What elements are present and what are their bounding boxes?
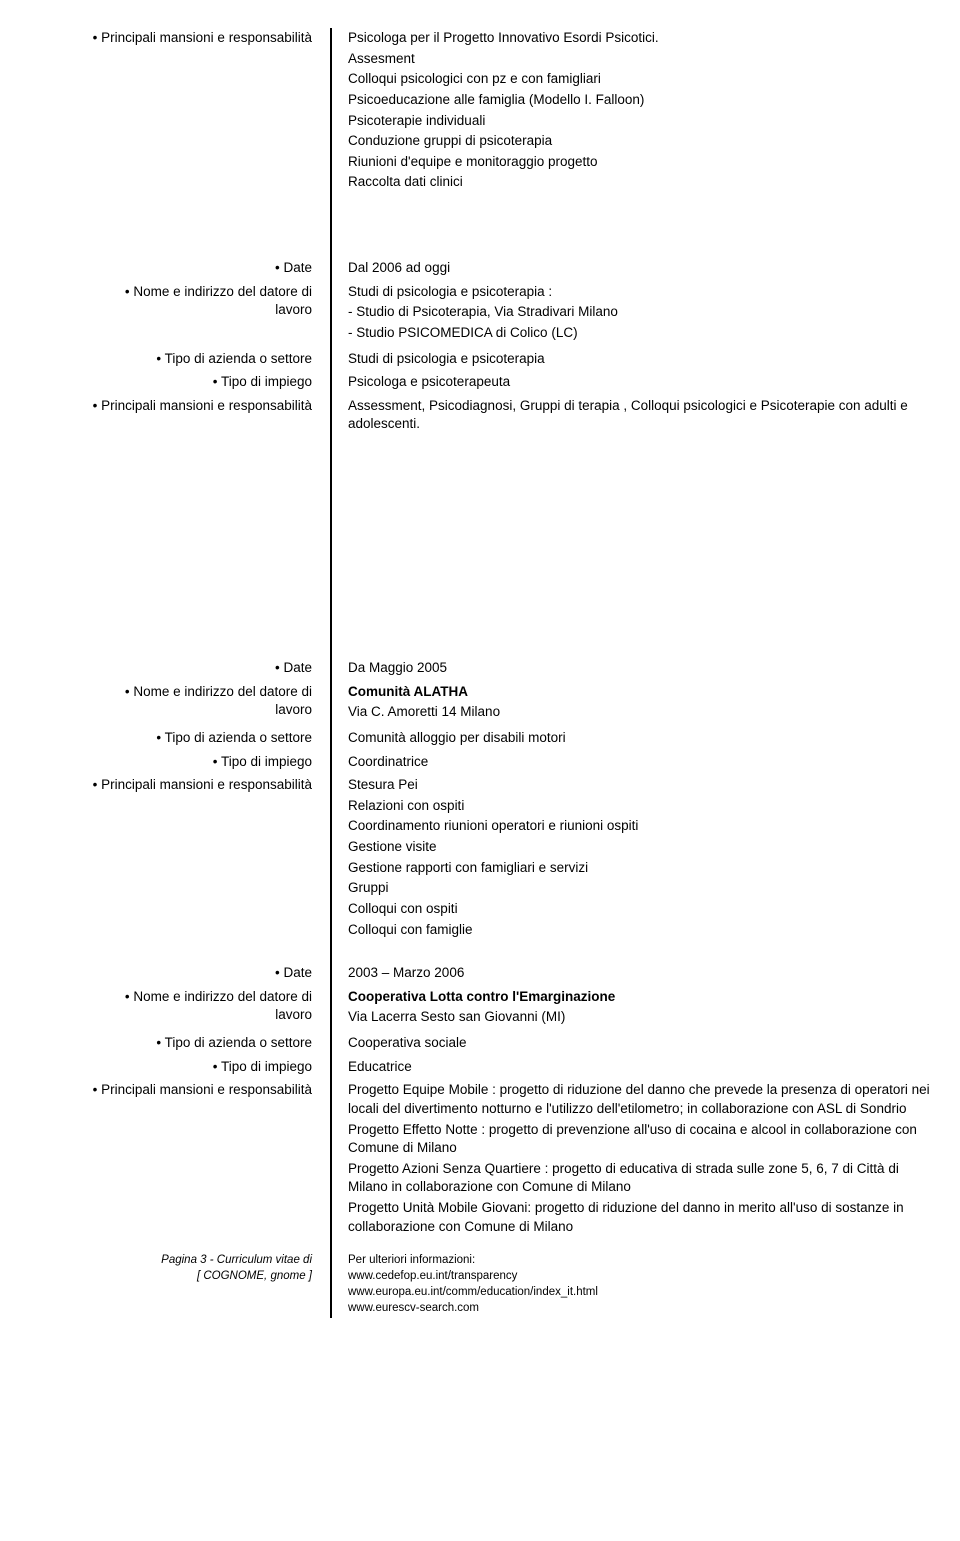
label-date: • Date: [30, 658, 330, 679]
entry2-sector: Comunità alloggio per disabili motori: [330, 728, 930, 749]
label-sector: • Tipo di azienda o settore: [30, 349, 330, 370]
entry2-date: Da Maggio 2005: [330, 658, 930, 679]
label-responsibilities: • Principali mansioni e responsabilità: [30, 1080, 330, 1101]
entry2-employer-addr: Via C. Amoretti 14 Milano: [348, 703, 930, 722]
entry3-responsibilities: Progetto Equipe Mobile : progetto di rid…: [330, 1080, 930, 1239]
entry1-date: Dal 2006 ad oggi: [330, 258, 930, 279]
label-responsibilities: • Principali mansioni e responsabilità: [30, 775, 330, 796]
entry2-jobtype: Coordinatrice: [330, 752, 930, 773]
cv-entry-0: • Principali mansioni e responsabilità P…: [30, 28, 930, 258]
label-date: • Date: [30, 963, 330, 984]
entry1-jobtype: Psicologa e psicoterapeuta: [330, 372, 930, 393]
entry3-sector: Cooperativa sociale: [330, 1033, 930, 1054]
entry2-employer: Comunità ALATHA Via C. Amoretti 14 Milan…: [330, 682, 930, 725]
label-sector: • Tipo di azienda o settore: [30, 1033, 330, 1054]
label-employer: • Nome e indirizzo del datore di lavoro: [30, 682, 330, 721]
cv-entry-2: • Date Da Maggio 2005 • Nome e indirizzo…: [30, 658, 930, 963]
label-date: • Date: [30, 258, 330, 279]
entry3-employer-name: Cooperativa Lotta contro l'Emarginazione: [348, 988, 930, 1007]
label-responsibilities: • Principali mansioni e responsabilità: [30, 396, 330, 417]
label-jobtype: • Tipo di impiego: [30, 1057, 330, 1078]
entry3-date: 2003 – Marzo 2006: [330, 963, 930, 984]
entry1-employer: Studi di psicologia e psicoterapia : - S…: [330, 282, 930, 346]
entry2-employer-name: Comunità ALATHA: [348, 683, 930, 702]
entry3-jobtype: Educatrice: [330, 1057, 930, 1078]
footer-links: Per ulteriori informazioni: www.cedefop.…: [330, 1252, 930, 1317]
label-sector: • Tipo di azienda o settore: [30, 728, 330, 749]
label-employer: • Nome e indirizzo del datore di lavoro: [30, 987, 330, 1026]
label-employer: • Nome e indirizzo del datore di lavoro: [30, 282, 330, 321]
entry1-responsibilities: Assessment, Psicodiagnosi, Gruppi di ter…: [330, 396, 930, 435]
label-jobtype: • Tipo di impiego: [30, 372, 330, 393]
footer-page-info: Pagina 3 - Curriculum vitae di [ COGNOME…: [30, 1252, 330, 1286]
page-footer: Pagina 3 - Curriculum vitae di [ COGNOME…: [30, 1252, 930, 1317]
entry0-responsibilities: Psicologa per il Progetto Innovativo Eso…: [330, 28, 930, 195]
cv-entry-3: • Date 2003 – Marzo 2006 • Nome e indiri…: [30, 963, 930, 1318]
cv-entry-1: • Date Dal 2006 ad oggi • Nome e indiriz…: [30, 258, 930, 658]
entry3-employer: Cooperativa Lotta contro l'Emarginazione…: [330, 987, 930, 1030]
entry1-sector: Studi di psicologia e psicoterapia: [330, 349, 930, 370]
entry2-responsibilities: Stesura Pei Relazioni con ospiti Coordin…: [330, 775, 930, 942]
label-responsibilities: • Principali mansioni e responsabilità: [30, 28, 330, 49]
label-jobtype: • Tipo di impiego: [30, 752, 330, 773]
entry3-employer-addr: Via Lacerra Sesto san Giovanni (MI): [348, 1008, 930, 1027]
